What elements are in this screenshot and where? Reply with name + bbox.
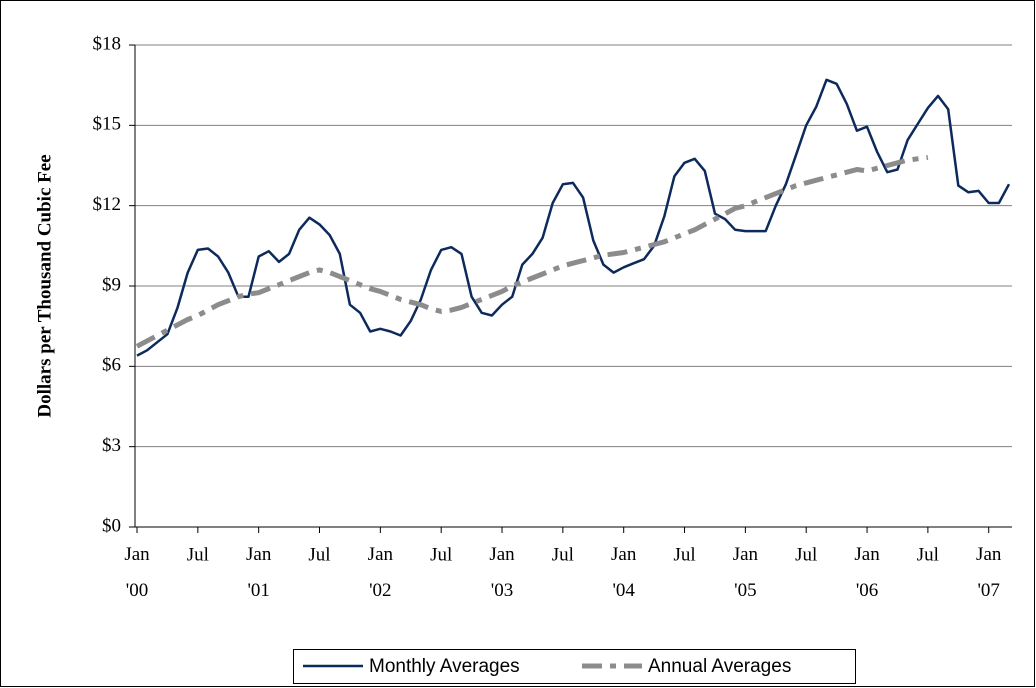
x-tick-label: Jul bbox=[917, 544, 939, 565]
y-tick-label: $9 bbox=[102, 274, 121, 295]
y-tick-label: $12 bbox=[93, 194, 122, 215]
y-tick-label: $18 bbox=[93, 33, 122, 54]
y-tick-label: $0 bbox=[102, 515, 121, 536]
x-tick-label: Jul bbox=[430, 544, 452, 565]
legend-box bbox=[293, 649, 856, 684]
x-tick-label: Jan '04 bbox=[611, 544, 637, 601]
y-tick-label: $6 bbox=[102, 355, 121, 376]
series-line bbox=[136, 78, 1011, 357]
x-tick-label: Jan '05 bbox=[733, 544, 759, 601]
x-tick-label: Jul bbox=[673, 544, 695, 565]
x-tick-label: Jul bbox=[187, 544, 209, 565]
x-tick-label: Jan '07 bbox=[976, 544, 1002, 601]
x-tick-label: Jul bbox=[308, 544, 330, 565]
x-tick-label: Jan '01 bbox=[246, 544, 272, 601]
y-tick-label: $15 bbox=[93, 114, 122, 135]
x-tick-label: Jan '00 bbox=[124, 544, 150, 601]
x-tick-label: Jul bbox=[552, 544, 574, 565]
x-tick-label: Jan '03 bbox=[489, 544, 515, 601]
y-axis-label: Dollars per Thousand Cubic Fee bbox=[34, 154, 55, 417]
x-tick-label: Jan '02 bbox=[368, 544, 394, 601]
x-tick-label: Jan '06 bbox=[854, 544, 880, 601]
x-tick-label: Jul bbox=[795, 544, 817, 565]
legend-label: Monthly Averages bbox=[369, 656, 520, 677]
y-tick-label: $3 bbox=[102, 435, 121, 456]
series-line bbox=[135, 155, 929, 349]
legend-label: Annual Averages bbox=[648, 656, 791, 677]
